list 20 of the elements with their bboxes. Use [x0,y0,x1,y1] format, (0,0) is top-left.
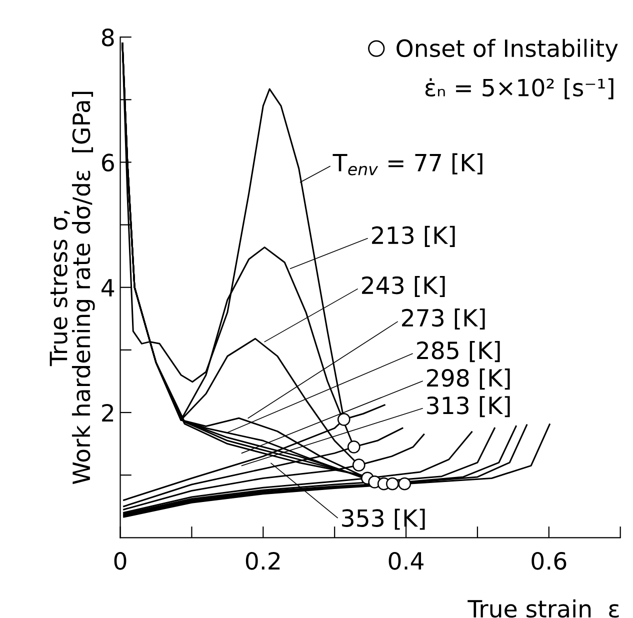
y-tick-label: 6 [102,154,114,172]
x-tick-label: 0.4 [388,552,424,570]
annotation: 273 [K] [402,308,485,330]
x-tick-label: 0.6 [532,552,566,570]
y-tick-label: 8 [102,28,114,46]
annotation: 353 [K] [342,508,425,530]
x-axis-title: True strain ε [468,599,619,618]
annotation: 298 [K] [427,368,510,390]
y-tick-label: 2 [102,404,114,422]
x-tick-label: 0.2 [246,552,280,570]
y-tick-label: 4 [102,279,114,296]
legend-label: Onset of Instability [396,38,618,62]
annotation: T$_{env}$ = 77 [K] [332,153,482,176]
y-axis-title: True stress σ, Work hardening rate dσ/dε [GPa] [50,92,95,484]
annotation: 313 [K] [427,396,510,418]
x-tick-label: 0 [114,552,126,570]
annotation: ε̇ₙ = 5×10² [s⁻¹] [425,78,614,100]
annotation: 243 [K] [362,276,445,297]
annotation: 213 [K] [372,226,455,247]
annotation: 285 [K] [417,341,500,362]
